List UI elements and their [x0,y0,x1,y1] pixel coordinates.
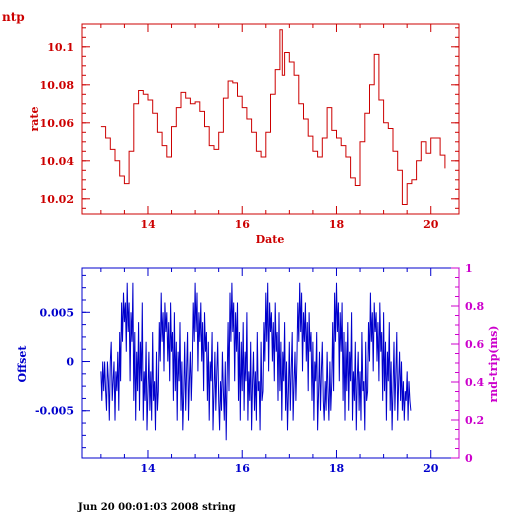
timestamp-footer: Jun 20 00:01:03 2008 string [77,502,236,512]
round-trip-axis-label: rnd-trip(ms) [487,325,500,402]
x-tick-label: 16 [235,218,251,231]
rate-chart: 14 16 18 20 10.02 10.04 10.06 10.08 10.1 rate Da… [28,23,460,246]
offset-chart: 14 16 18 20 -0.005 0 0.005 0 0.2 0.4 0.6 0.8 1 Offse… [16,262,500,475]
y2-tick-label: 0.8 [465,300,484,313]
rate-series-line [100,29,446,205]
rate-axis-label: rate [28,106,41,131]
x-tick-label: 14 [140,218,156,231]
y-tick-label: -0.005 [35,405,74,418]
y2-tick-label: 0 [465,452,473,465]
x-tick-label: 20 [423,462,439,475]
rate-chart-ticks [82,24,459,214]
x-tick-label: 18 [329,462,345,475]
offset-chart-ticks [82,267,460,459]
y-tick-label: 10.04 [40,155,75,168]
y-tick-label: 0.005 [40,306,74,319]
rate-chart-frame [81,23,460,215]
y2-tick-label: 1 [465,262,473,275]
y2-tick-label: 0.6 [465,338,484,351]
y2-tick-label: 0.2 [465,414,484,427]
offset-series-line [100,282,412,441]
x-tick-label: 20 [423,218,439,231]
x-tick-label: 16 [235,462,251,475]
offset-axis-label: Offset [16,345,29,383]
date-axis-label: Date [256,233,285,246]
y-tick-label: 10.1 [47,41,74,54]
x-tick-label: 14 [140,462,156,475]
y-tick-label: 0 [66,356,74,369]
x-tick-label: 18 [329,218,345,231]
rate-chart-tick-labels: 14 16 18 20 10.02 10.04 10.06 10.08 10.1 [40,41,439,231]
y-tick-label: 10.06 [40,117,75,130]
offset-chart-tick-labels: 14 16 18 20 -0.005 0 0.005 0 0.2 0.4 0.6 0.8 1 [35,262,484,475]
y-tick-label: 10.08 [40,79,75,92]
y2-tick-label: 0.4 [465,376,484,389]
page-label: ntp [2,10,25,24]
y-tick-label: 10.02 [40,193,74,206]
